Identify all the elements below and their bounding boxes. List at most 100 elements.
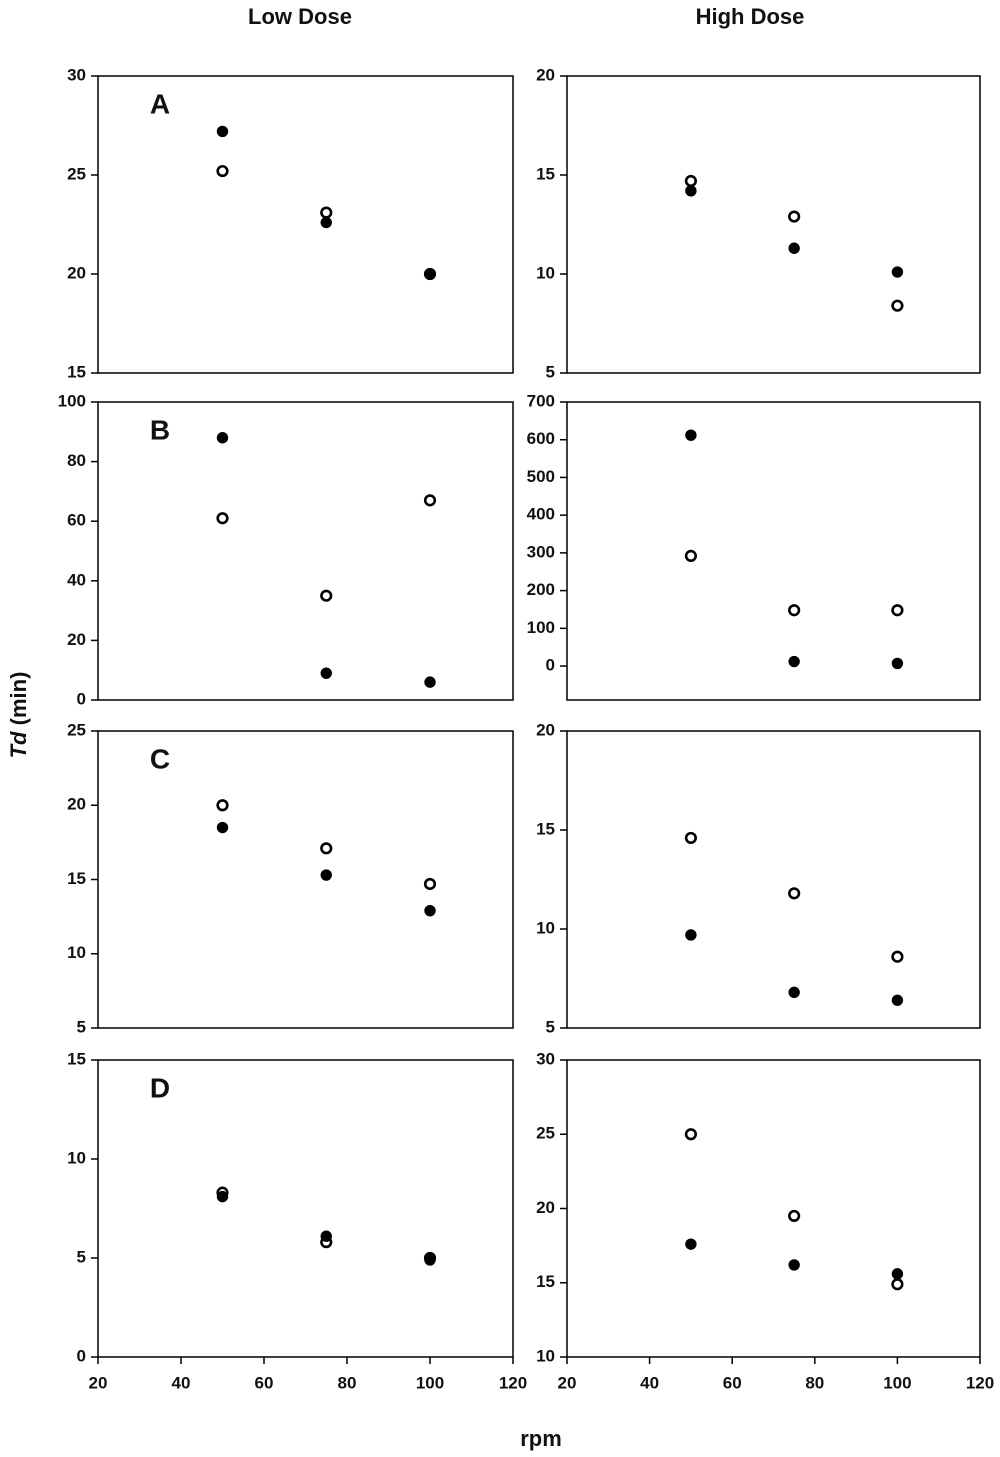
y-tick-label: 10 bbox=[67, 943, 86, 962]
y-tick-label: 300 bbox=[527, 542, 555, 561]
data-point bbox=[684, 174, 698, 188]
y-tick-label: 25 bbox=[536, 1124, 555, 1143]
data-point bbox=[216, 432, 229, 444]
column-title: High Dose bbox=[696, 4, 805, 29]
plot-frame bbox=[566, 75, 981, 374]
plot-frame bbox=[97, 75, 514, 374]
y-tick-label: 600 bbox=[527, 429, 555, 448]
y-tick-label: 15 bbox=[67, 869, 86, 888]
data-point bbox=[423, 494, 437, 507]
data-point bbox=[685, 929, 697, 941]
data-point bbox=[788, 242, 800, 254]
data-point bbox=[216, 512, 229, 525]
y-tick-label: 20 bbox=[67, 630, 86, 649]
data-point bbox=[685, 429, 697, 441]
plot-frame bbox=[97, 401, 514, 701]
panel-label: D bbox=[150, 1072, 170, 1103]
y-tick-label: 10 bbox=[536, 263, 555, 282]
y-tick-label: 15 bbox=[536, 164, 555, 183]
data-point bbox=[320, 869, 332, 881]
data-point bbox=[216, 799, 229, 812]
y-tick-label: 20 bbox=[536, 1198, 555, 1217]
data-point bbox=[788, 1209, 801, 1223]
data-point bbox=[891, 604, 904, 617]
data-point bbox=[320, 216, 332, 229]
y-tick-label: 5 bbox=[77, 1017, 86, 1036]
data-point bbox=[320, 1230, 332, 1242]
data-point bbox=[788, 887, 801, 900]
y-tick-label: 25 bbox=[67, 164, 86, 183]
y-tick-label: 30 bbox=[536, 1049, 555, 1068]
plot-frame bbox=[566, 401, 981, 701]
column-title: Low Dose bbox=[248, 4, 352, 29]
data-point bbox=[788, 655, 800, 668]
data-point bbox=[684, 831, 698, 845]
x-tick-label: 20 bbox=[558, 1373, 577, 1392]
y-tick-label: 15 bbox=[536, 1272, 555, 1291]
panel-label: A bbox=[150, 88, 170, 119]
y-tick-label: 5 bbox=[77, 1247, 86, 1266]
data-point bbox=[891, 266, 904, 278]
y-tick-label: 10 bbox=[67, 1148, 86, 1167]
y-tick-label: 0 bbox=[546, 656, 555, 675]
data-point bbox=[320, 589, 333, 602]
data-point bbox=[891, 950, 904, 963]
data-point bbox=[320, 206, 333, 219]
data-point bbox=[891, 299, 904, 312]
data-point bbox=[424, 676, 436, 688]
x-tick-label: 100 bbox=[416, 1373, 444, 1392]
data-point bbox=[684, 549, 698, 563]
data-point bbox=[320, 667, 332, 679]
data-point bbox=[424, 1254, 436, 1266]
plot-frame bbox=[97, 730, 514, 1029]
plot-frame bbox=[97, 1059, 514, 1358]
x-tick-label: 40 bbox=[640, 1373, 659, 1392]
panel-label: C bbox=[150, 743, 170, 774]
y-tick-label: 60 bbox=[67, 511, 86, 530]
y-tick-label: 5 bbox=[546, 362, 555, 381]
data-point bbox=[685, 185, 697, 197]
data-point bbox=[891, 1278, 904, 1291]
x-tick-label: 60 bbox=[255, 1373, 274, 1392]
y-tick-label: 30 bbox=[67, 65, 86, 84]
data-point bbox=[684, 1128, 698, 1141]
data-point bbox=[788, 986, 800, 999]
y-tick-label: 200 bbox=[527, 580, 555, 599]
y-axis-label: Td (min) bbox=[6, 672, 31, 759]
y-tick-label: 15 bbox=[67, 1049, 86, 1068]
y-tick-label: 400 bbox=[527, 505, 555, 524]
data-point bbox=[788, 604, 801, 617]
data-point bbox=[320, 842, 333, 855]
y-tick-label: 25 bbox=[67, 720, 86, 739]
data-point bbox=[423, 877, 437, 891]
y-tick-label: 20 bbox=[536, 720, 555, 739]
y-label-symbol: Td bbox=[6, 731, 31, 758]
data-point bbox=[216, 1190, 229, 1203]
y-tick-label: 10 bbox=[536, 918, 555, 937]
y-tick-label: 20 bbox=[536, 65, 555, 84]
x-tick-label: 80 bbox=[338, 1373, 357, 1392]
y-tick-label: 20 bbox=[67, 795, 86, 814]
data-point bbox=[216, 125, 229, 138]
y-tick-label: 40 bbox=[67, 570, 86, 589]
y-tick-label: 700 bbox=[527, 391, 555, 410]
y-tick-label: 0 bbox=[77, 1346, 86, 1365]
x-tick-label: 40 bbox=[172, 1373, 191, 1392]
plot-frame bbox=[566, 1059, 981, 1358]
data-point bbox=[788, 210, 801, 223]
data-point bbox=[891, 657, 904, 670]
y-label-unit: (min) bbox=[6, 672, 31, 726]
data-point bbox=[891, 1268, 904, 1280]
y-tick-label: 80 bbox=[67, 451, 86, 470]
data-point bbox=[685, 1238, 697, 1250]
y-tick-label: 15 bbox=[536, 819, 555, 838]
x-tick-label: 60 bbox=[723, 1373, 742, 1392]
y-tick-label: 10 bbox=[536, 1346, 555, 1365]
y-tick-label: 100 bbox=[58, 391, 86, 410]
y-tick-label: 0 bbox=[77, 689, 86, 708]
y-tick-label: 500 bbox=[527, 467, 555, 486]
data-point bbox=[424, 268, 436, 280]
x-tick-label: 100 bbox=[883, 1373, 911, 1392]
data-point bbox=[788, 1259, 800, 1271]
